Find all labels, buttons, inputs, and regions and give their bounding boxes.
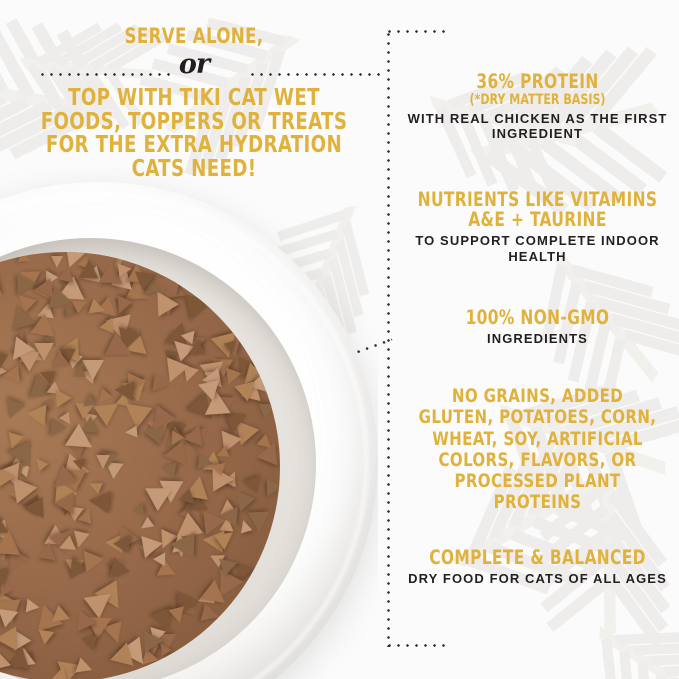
kibble-piece	[0, 529, 23, 555]
fact-protein-headline: 36% PROTEIN	[476, 70, 599, 93]
fact-non-gmo: 100% NON-GMO INGREDIENTS	[396, 308, 679, 347]
kibble-piece	[81, 360, 104, 381]
divider-dots-top-right	[385, 30, 449, 33]
kibble-piece	[203, 508, 228, 536]
kibble-piece	[141, 532, 166, 558]
kibble-piece	[95, 454, 110, 469]
kibble-bowl-photo	[0, 168, 378, 679]
kibble-piece	[78, 630, 98, 651]
serving-suggestion-block: SERVE ALONE, or TOP WITH TIKI CAT WET FO…	[8, 24, 380, 182]
fact-complete-balanced-headline: COMPLETE & BALANCED	[429, 546, 646, 569]
kibble-piece	[0, 602, 23, 628]
top-with-wet-food-headline: TOP WITH TIKI CAT WET FOODS, TOPPERS OR …	[40, 85, 348, 182]
divider-dots-bottom-right	[385, 644, 449, 647]
benefits-column: 36% PROTEIN (*DRY MATTER BASIS) WITH REA…	[396, 0, 679, 679]
fact-complete-balanced: COMPLETE & BALANCED DRY FOOD FOR CATS OF…	[396, 548, 679, 587]
kibble-piece	[17, 252, 33, 267]
serve-alone-headline: SERVE ALONE,	[124, 24, 264, 48]
kibble-piece	[25, 402, 47, 427]
kibble-piece	[184, 340, 205, 362]
kibble-piece	[0, 397, 26, 423]
kibble-piece	[109, 557, 133, 582]
or-script-word: or	[178, 49, 210, 81]
kibble-piece	[137, 516, 155, 533]
fact-protein: 36% PROTEIN (*DRY MATTER BASIS) WITH REA…	[396, 72, 679, 142]
kibble-piece	[132, 503, 145, 517]
kibble-piece	[124, 425, 138, 439]
kibble-piece	[169, 531, 195, 559]
kibble-piece	[7, 644, 33, 670]
fact-nutrients-headline: NUTRIENTS LIKE VITAMINS A&E + TAURINE	[417, 188, 658, 231]
kibble-piece	[178, 485, 198, 504]
kibble-piece	[112, 535, 129, 554]
kibble-piece	[2, 365, 21, 385]
fact-non-gmo-headline: 100% NON-GMO	[465, 306, 610, 329]
kibble-piece	[168, 606, 188, 625]
kibble-piece	[266, 478, 280, 497]
kibble-piece	[257, 403, 275, 420]
fact-complete-balanced-body: DRY FOOD FOR CATS OF ALL AGES	[408, 570, 667, 586]
fact-free-from: NO GRAINS, ADDED GLUTEN, POTATOES, CORN,…	[396, 385, 679, 514]
kibble-piece	[0, 272, 2, 302]
fact-nutrients: NUTRIENTS LIKE VITAMINS A&E + TAURINE TO…	[396, 190, 679, 264]
kibble-piece	[34, 343, 55, 362]
fact-free-from-headline: NO GRAINS, ADDED GLUTEN, POTATOES, CORN,…	[418, 385, 657, 514]
or-connector-row: or	[8, 49, 380, 85]
kibble-piece	[25, 598, 40, 615]
fact-protein-body: WITH REAL CHICKEN AS THE FIRST INGREDIEN…	[407, 110, 668, 142]
fact-nutrients-body: TO SUPPORT COMPLETE INDOOR HEALTH	[415, 232, 660, 264]
fact-non-gmo-body: INGREDIENTS	[487, 330, 588, 346]
kibble-piece	[113, 379, 134, 402]
fact-protein-subheadline: (*DRY MATTER BASIS)	[469, 91, 606, 108]
